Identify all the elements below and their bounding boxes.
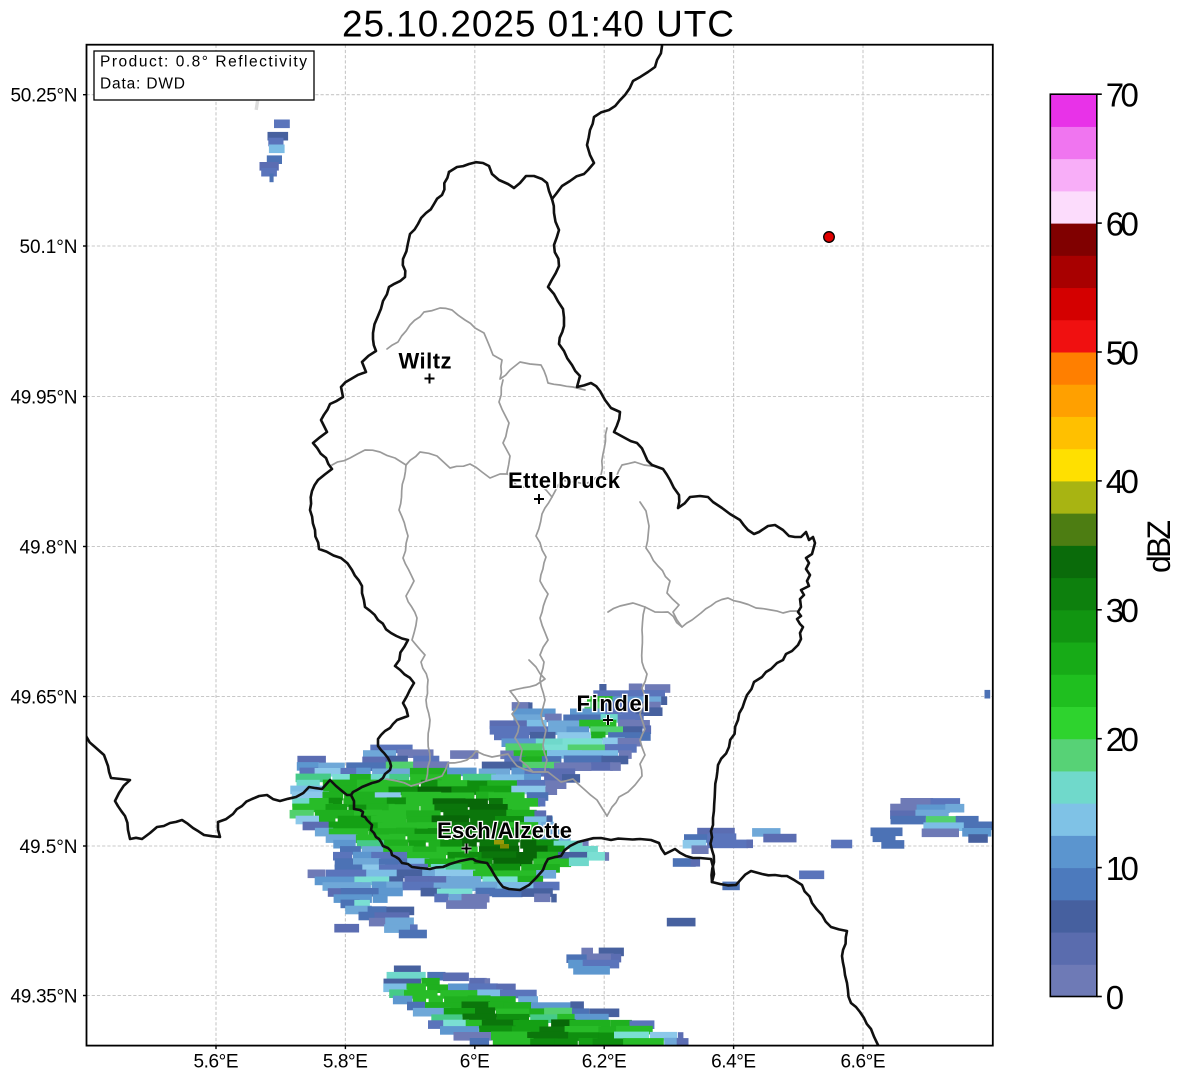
svg-text:50.25°N: 50.25°N [11, 86, 78, 107]
svg-text:Data: DWD: Data: DWD [100, 76, 185, 93]
svg-text:40: 40 [1106, 463, 1139, 500]
svg-text:49.95°N: 49.95°N [11, 387, 78, 408]
svg-text:0: 0 [1106, 979, 1124, 1016]
svg-text:49.8°N: 49.8°N [20, 537, 78, 558]
svg-text:Product: 0.8° Reflectivity: Product: 0.8° Reflectivity [100, 54, 307, 71]
svg-text:30: 30 [1106, 592, 1139, 629]
svg-text:6.6°E: 6.6°E [841, 1052, 886, 1073]
svg-text:49.65°N: 49.65°N [11, 687, 78, 708]
svg-text:6.4°E: 6.4°E [711, 1052, 756, 1073]
svg-text:20: 20 [1106, 721, 1139, 758]
svg-text:50: 50 [1106, 334, 1139, 371]
svg-text:6°E: 6°E [460, 1052, 490, 1073]
svg-text:Wiltz: Wiltz [399, 349, 452, 374]
svg-text:Ettelbruck: Ettelbruck [508, 468, 621, 493]
svg-text:5.6°E: 5.6°E [194, 1052, 239, 1073]
svg-text:5.8°E: 5.8°E [323, 1052, 368, 1073]
svg-text:60: 60 [1106, 205, 1139, 242]
svg-text:6.2°E: 6.2°E [582, 1052, 627, 1073]
svg-text:70: 70 [1106, 77, 1139, 114]
svg-text:dBZ: dBZ [1141, 520, 1177, 573]
svg-text:49.35°N: 49.35°N [11, 986, 78, 1007]
svg-text:49.5°N: 49.5°N [20, 837, 78, 858]
svg-text:10: 10 [1106, 850, 1139, 887]
svg-text:25.10.2025 01:40 UTC: 25.10.2025 01:40 UTC [342, 4, 734, 45]
svg-text:Esch/Alzette: Esch/Alzette [437, 818, 572, 843]
svg-text:50.1°N: 50.1°N [20, 237, 78, 258]
